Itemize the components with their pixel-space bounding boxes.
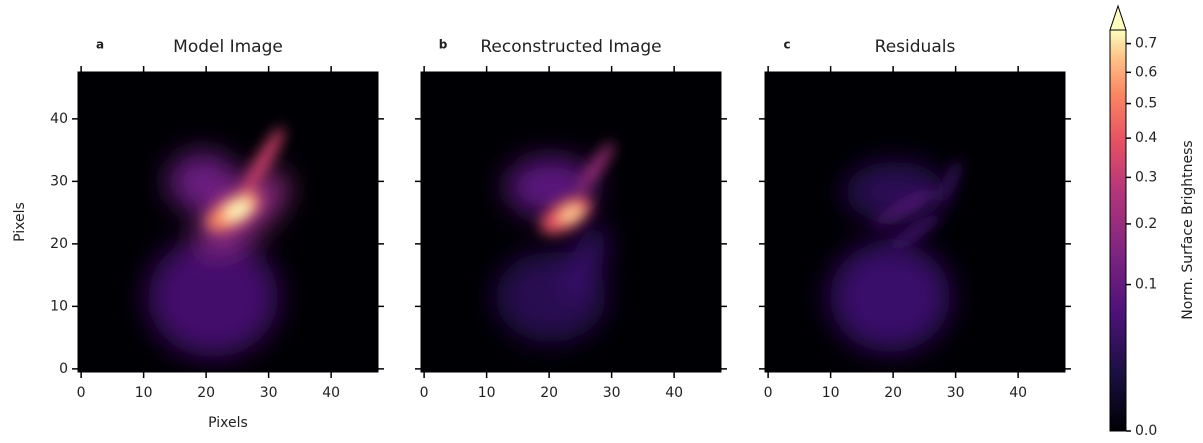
x-tick-label: 40 [665,385,683,401]
colorbar [1109,29,1127,432]
y-tick-label: 0 [59,361,68,377]
x-tick-label: 10 [135,385,153,401]
x-tick-label: 30 [947,385,965,401]
chart-title: Model Image [173,37,283,57]
colorbar-tick-label: 0.0 [1135,423,1157,439]
x-tick-label: 40 [322,385,340,401]
x-tick-label: 0 [764,385,773,401]
chart-title: Reconstructed Image [480,37,661,57]
colorbar-tick-label: 0.1 [1135,277,1157,293]
x-axis-label: Pixels [208,415,248,431]
y-axis-label: Pixels [12,202,28,242]
y-tick-label: 30 [50,173,68,189]
panel-label: a [96,38,104,52]
colorbar-tick-label: 0.7 [1135,36,1157,52]
x-tick-label: 30 [603,385,621,401]
colorbar-tick-label: 0.3 [1135,169,1157,185]
colorbar-extend [1109,4,1127,31]
x-tick-label: 20 [540,385,558,401]
image-b [421,72,721,372]
y-tick-label: 10 [50,298,68,314]
colorbar-label: Norm. Surface Brightness [1180,140,1196,319]
x-tick-label: 10 [822,385,840,401]
y-tick-label: 20 [50,236,68,252]
y-tick-label: 40 [50,111,68,127]
colorbar-tick-label: 0.2 [1135,216,1157,232]
colorbar-tick-label: 0.6 [1135,64,1157,80]
axes-frame [77,71,379,373]
axes-frame [420,71,722,373]
x-tick-label: 20 [197,385,215,401]
x-tick-label: 20 [884,385,902,401]
x-tick-label: 10 [478,385,496,401]
panel-label: c [783,38,790,52]
x-tick-label: 40 [1009,385,1027,401]
x-tick-label: 30 [260,385,278,401]
colorbar-tick-label: 0.4 [1135,130,1157,146]
x-tick-label: 0 [420,385,429,401]
axes-frame [764,71,1066,373]
chart-title: Residuals [875,37,956,57]
colorbar-tick-label: 0.5 [1135,96,1157,112]
panel-label: b [439,38,448,52]
image-a [78,72,378,372]
x-tick-label: 0 [77,385,86,401]
image-c [765,72,1065,372]
